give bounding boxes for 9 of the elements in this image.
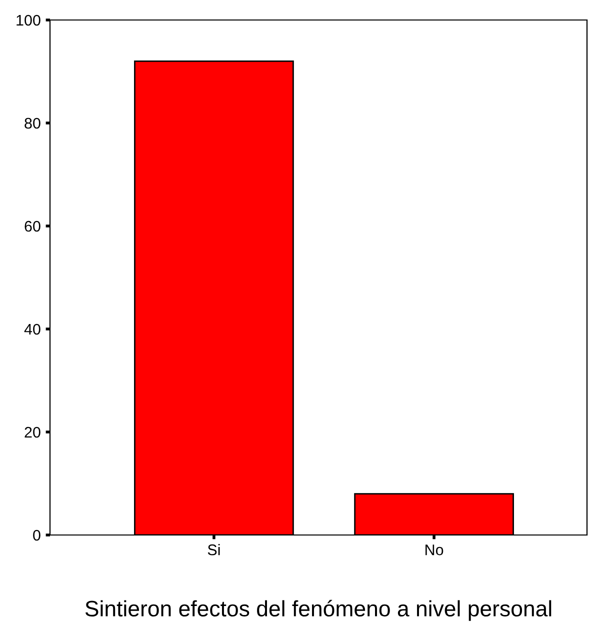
x-tick-label: Si (208, 544, 220, 556)
y-tick-label: 80 (24, 118, 40, 129)
x-axis-title: Sintieron efectos del fenómeno a nivel personal (85, 600, 552, 621)
y-tick-label: 0 (33, 530, 40, 541)
y-tick-label: 20 (24, 426, 40, 438)
x-tick-label: No (426, 544, 444, 556)
y-tick-label: 40 (24, 324, 40, 335)
y-tick-label: 60 (24, 220, 40, 232)
y-tick-label: 100 (16, 14, 40, 26)
